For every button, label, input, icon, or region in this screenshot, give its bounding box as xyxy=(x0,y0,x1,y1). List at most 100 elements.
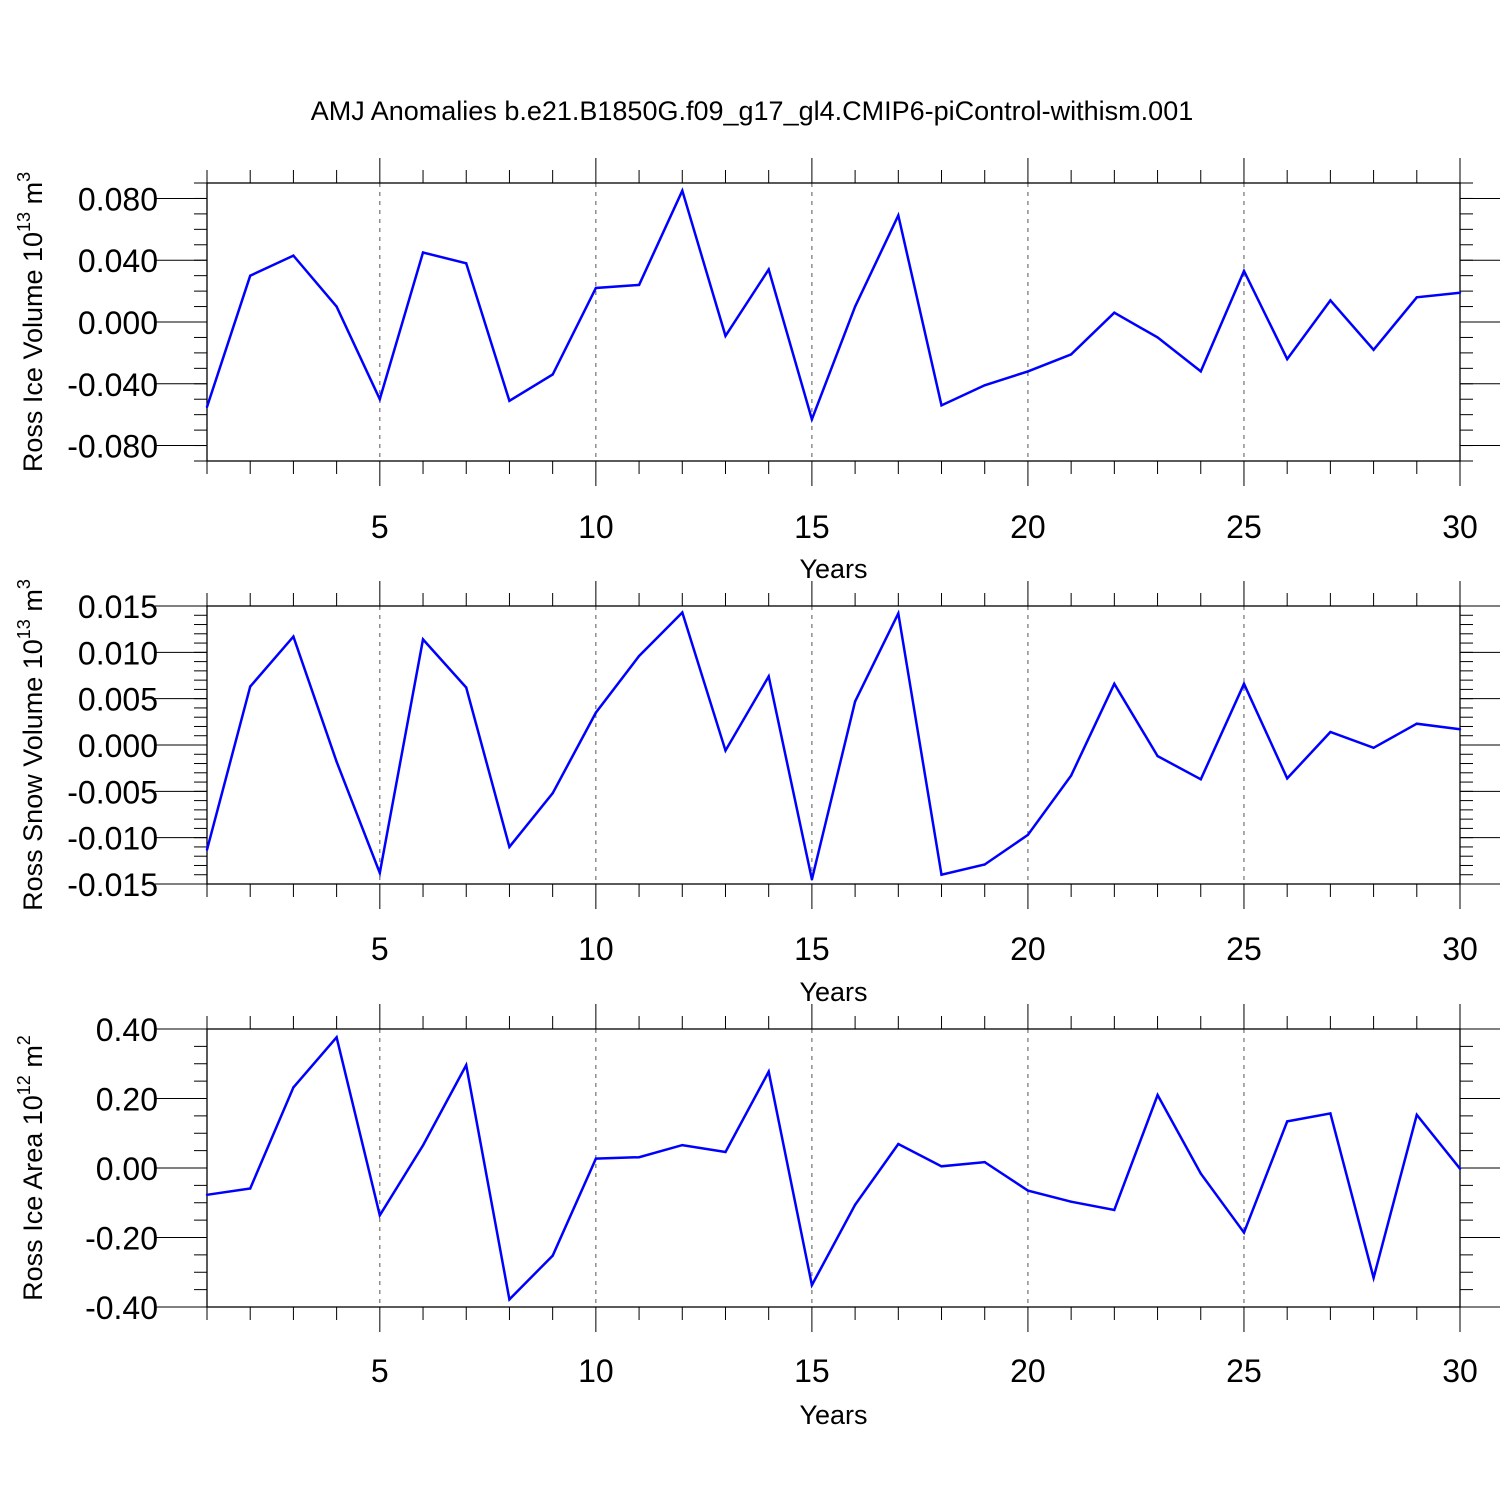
data-point xyxy=(1285,357,1289,361)
data-point xyxy=(421,251,425,254)
data-point xyxy=(1069,1200,1073,1203)
data-point xyxy=(681,189,684,192)
y-axis-label-part: m xyxy=(18,1045,48,1075)
data-point xyxy=(1069,774,1073,777)
data-point xyxy=(810,418,814,421)
data-point xyxy=(724,749,727,752)
y-axis-label-part: Ross Ice Area 10 xyxy=(18,1095,48,1301)
y-axis-label-superscript: 3 xyxy=(14,579,34,589)
plot-frame xyxy=(206,1028,1461,1308)
y-tick-label: -0.010 xyxy=(67,821,158,857)
data-point xyxy=(421,1144,425,1147)
data-point xyxy=(681,1143,684,1147)
data-point xyxy=(1458,291,1462,294)
data-point xyxy=(551,1254,554,1257)
data-point xyxy=(335,305,338,308)
data-point xyxy=(724,1150,727,1154)
data-point xyxy=(1372,746,1375,749)
data-point xyxy=(508,399,511,402)
y-tick-label: 0.015 xyxy=(78,589,158,625)
data-point xyxy=(1415,296,1418,299)
y-tick-label: -0.20 xyxy=(85,1221,158,1257)
data-point xyxy=(1415,1113,1418,1117)
x-tick-label: 5 xyxy=(371,1353,389,1389)
data-point xyxy=(249,1187,252,1190)
x-tick-label: 5 xyxy=(371,509,389,545)
data-point xyxy=(205,405,209,409)
y-tick-label: -0.015 xyxy=(67,867,158,903)
x-tick-label: 20 xyxy=(1010,1353,1046,1389)
plot-frame xyxy=(206,182,1461,462)
y-tick-label: 0.080 xyxy=(78,181,158,217)
y-axis-label-superscript: 13 xyxy=(14,619,34,639)
data-point xyxy=(940,404,943,407)
y-axis-label-part: Ross Snow Volume 10 xyxy=(18,639,48,911)
y-tick-label: 0.40 xyxy=(96,1012,158,1048)
data-point xyxy=(594,286,598,290)
x-tick-label: 15 xyxy=(794,509,830,545)
data-point xyxy=(810,1283,814,1287)
figure-title: AMJ Anomalies b.e21.B1850G.f09_g17_gl4.C… xyxy=(311,96,1193,126)
data-point xyxy=(1113,682,1116,686)
data-point xyxy=(1415,722,1418,725)
chart-panel-3: -0.40 -0.20 0.00 0.20 0.40 5 10 15 20 25 30 Years Ro… xyxy=(14,1004,1500,1430)
data-point xyxy=(249,685,252,688)
x-axis-label: Years xyxy=(799,977,867,1007)
data-point xyxy=(1372,348,1375,351)
series-line xyxy=(205,187,1461,424)
x-tick-label: 30 xyxy=(1442,509,1478,545)
data-point xyxy=(983,1160,986,1164)
data-point xyxy=(465,262,468,265)
x-tick-label: 25 xyxy=(1226,509,1262,545)
y-axis-label-superscript: 3 xyxy=(14,172,34,182)
data-point xyxy=(292,1086,295,1089)
data-point xyxy=(508,1298,511,1301)
y-axis-label-part: m xyxy=(18,589,48,619)
data-point xyxy=(983,863,986,866)
data-point xyxy=(1329,730,1332,734)
y-tick-label: 0.005 xyxy=(78,682,158,718)
data-point xyxy=(1285,1120,1289,1123)
x-tick-label: 30 xyxy=(1442,931,1478,967)
chart-panel-1: -0.080 -0.040 0.000 0.040 0.080 5 10 15 20 25 30 Ye… xyxy=(14,158,1500,584)
data-point xyxy=(983,384,986,387)
y-tick-label: 0.010 xyxy=(78,635,158,671)
y-axis-label: Ross Ice Area 1012 m2 xyxy=(14,1035,48,1301)
data-point xyxy=(1199,778,1202,781)
y-axis-label: Ross Snow Volume 1013 m3 xyxy=(14,579,48,911)
x-tick-label: 10 xyxy=(578,931,614,967)
data-point xyxy=(465,686,468,689)
data-point xyxy=(897,214,900,217)
y-tick-label: -0.40 xyxy=(85,1290,158,1326)
data-point xyxy=(335,760,338,763)
data-point xyxy=(508,845,511,849)
x-tick-label: 10 xyxy=(578,509,614,545)
y-tick-label: -0.080 xyxy=(67,429,158,465)
y-tick-label: 0.040 xyxy=(78,243,158,279)
data-point xyxy=(205,848,209,851)
series-line xyxy=(206,1034,1461,1302)
x-tick-label: 15 xyxy=(794,1353,830,1389)
data-point xyxy=(1199,370,1202,373)
data-point xyxy=(378,1214,382,1217)
data-point xyxy=(551,791,554,795)
data-point xyxy=(1242,682,1246,686)
data-point xyxy=(724,334,727,338)
data-point xyxy=(1329,299,1332,302)
data-point xyxy=(1026,1189,1030,1192)
y-tick-label: 0.000 xyxy=(78,728,158,764)
chart-panel-2: -0.015 -0.010 -0.005 0.000 0.005 0.010 0.015 5 1… xyxy=(14,579,1500,1007)
data-point xyxy=(897,1142,900,1146)
x-tick-label: 20 xyxy=(1010,509,1046,545)
data-point xyxy=(1026,370,1030,373)
y-axis-label-superscript: 2 xyxy=(14,1035,34,1045)
y-axis-label-superscript: 12 xyxy=(14,1075,34,1095)
data-point xyxy=(853,700,857,703)
data-point xyxy=(594,1157,598,1160)
y-axis-label: Ross Ice Volume 1013 m3 xyxy=(14,172,48,472)
data-point xyxy=(1242,269,1246,273)
data-point xyxy=(1372,1276,1375,1280)
data-point xyxy=(378,871,382,875)
data-point xyxy=(637,283,641,287)
